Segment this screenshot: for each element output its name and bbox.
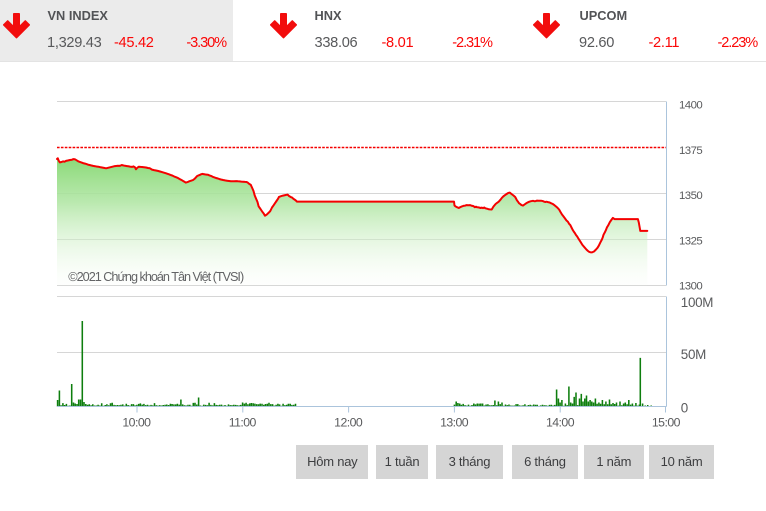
- svg-text:1400: 1400: [679, 100, 702, 112]
- svg-text:0: 0: [681, 400, 688, 415]
- svg-text:1350: 1350: [679, 190, 702, 202]
- svg-text:1300: 1300: [679, 281, 702, 293]
- svg-text:1375: 1375: [679, 145, 702, 157]
- svg-text:13:00: 13:00: [440, 416, 469, 430]
- svg-text:10:00: 10:00: [122, 416, 151, 430]
- svg-text:12:00: 12:00: [334, 416, 363, 430]
- svg-text:15:00: 15:00: [652, 416, 681, 430]
- svg-text:11:00: 11:00: [229, 416, 257, 430]
- svg-text:1325: 1325: [679, 235, 702, 247]
- svg-text:50M: 50M: [681, 347, 706, 362]
- svg-text:©2021 Chứng khoán Tân Việt (TV: ©2021 Chứng khoán Tân Việt (TVSI): [68, 270, 244, 284]
- svg-text:100M: 100M: [681, 295, 713, 310]
- svg-text:14:00: 14:00: [546, 416, 575, 430]
